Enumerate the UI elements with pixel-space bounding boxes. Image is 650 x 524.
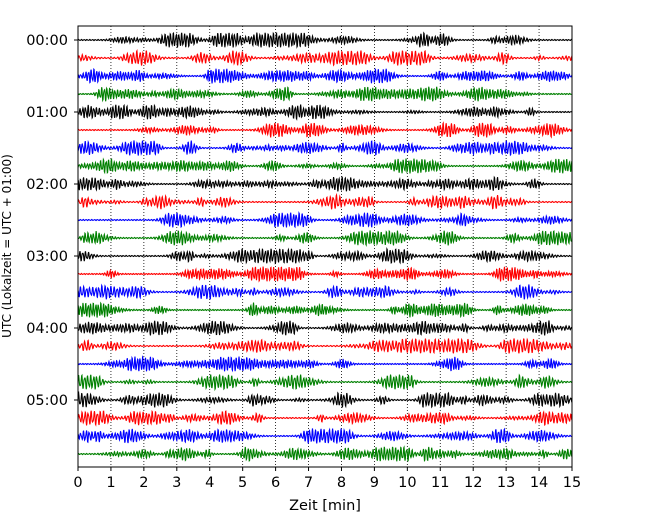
trace-line [77, 320, 573, 336]
x-tick-label: 15 [563, 475, 581, 491]
y-axis-label: UTC (Lokalzeit = UTC + 01:00) [0, 154, 14, 338]
trace-line [77, 31, 573, 49]
y-tick-label: 01:00 [26, 105, 68, 121]
x-axis-label: Zeit [min] [289, 498, 361, 514]
trace-line [77, 373, 573, 392]
x-tick-label: 10 [398, 475, 416, 491]
trace-line [77, 103, 573, 121]
trace-line [77, 86, 573, 103]
x-tick-label: 3 [172, 475, 181, 491]
trace-layer [77, 31, 573, 462]
x-tick-label: 9 [370, 475, 379, 491]
trace-line [77, 390, 573, 409]
y-tick-label: 00:00 [26, 33, 68, 49]
trace-line [77, 211, 573, 229]
trace-line [77, 301, 573, 319]
trace-line [77, 246, 573, 265]
x-tick-label: 7 [304, 475, 313, 491]
trace-line [77, 175, 573, 192]
trace-line [77, 157, 573, 175]
trace-line [77, 445, 573, 462]
trace-line [77, 121, 573, 139]
x-tick-label: 1 [106, 475, 115, 491]
x-tick-label: 0 [73, 475, 82, 491]
trace-line [77, 229, 573, 248]
trace-line [77, 337, 573, 355]
trace-line [77, 49, 573, 67]
y-tick-label: 04:00 [26, 321, 68, 337]
x-tick-label: 6 [271, 475, 280, 491]
label-layer: Zeit [min] UTC (Lokalzeit = UTC + 01:00) [0, 154, 361, 514]
y-tick-label: 03:00 [26, 249, 68, 265]
x-tick-label: 2 [139, 475, 148, 491]
x-tick-label: 14 [530, 475, 548, 491]
trace-line [77, 266, 573, 283]
x-tick-label: 4 [205, 475, 214, 491]
trace-line [77, 192, 573, 210]
trace-line [77, 427, 573, 444]
trace-line [77, 409, 573, 427]
x-tick-label: 13 [497, 475, 515, 491]
x-tick-label: 12 [464, 475, 482, 491]
trace-line [77, 67, 573, 84]
y-tick-label: 02:00 [26, 177, 68, 193]
x-tick-label: 5 [238, 475, 247, 491]
trace-line [77, 139, 573, 157]
trace-line [77, 355, 573, 373]
x-tick-label: 11 [431, 475, 449, 491]
trace-line [77, 283, 573, 300]
plot-frame [77, 25, 573, 468]
axes-layer: 0 1 2 3 4 5 6 7 8 9 10 11 12 13 14 1500:0001:0002:0003:… [26, 25, 581, 491]
y-tick-label: 05:00 [26, 393, 68, 409]
x-tick-label: 8 [337, 475, 346, 491]
